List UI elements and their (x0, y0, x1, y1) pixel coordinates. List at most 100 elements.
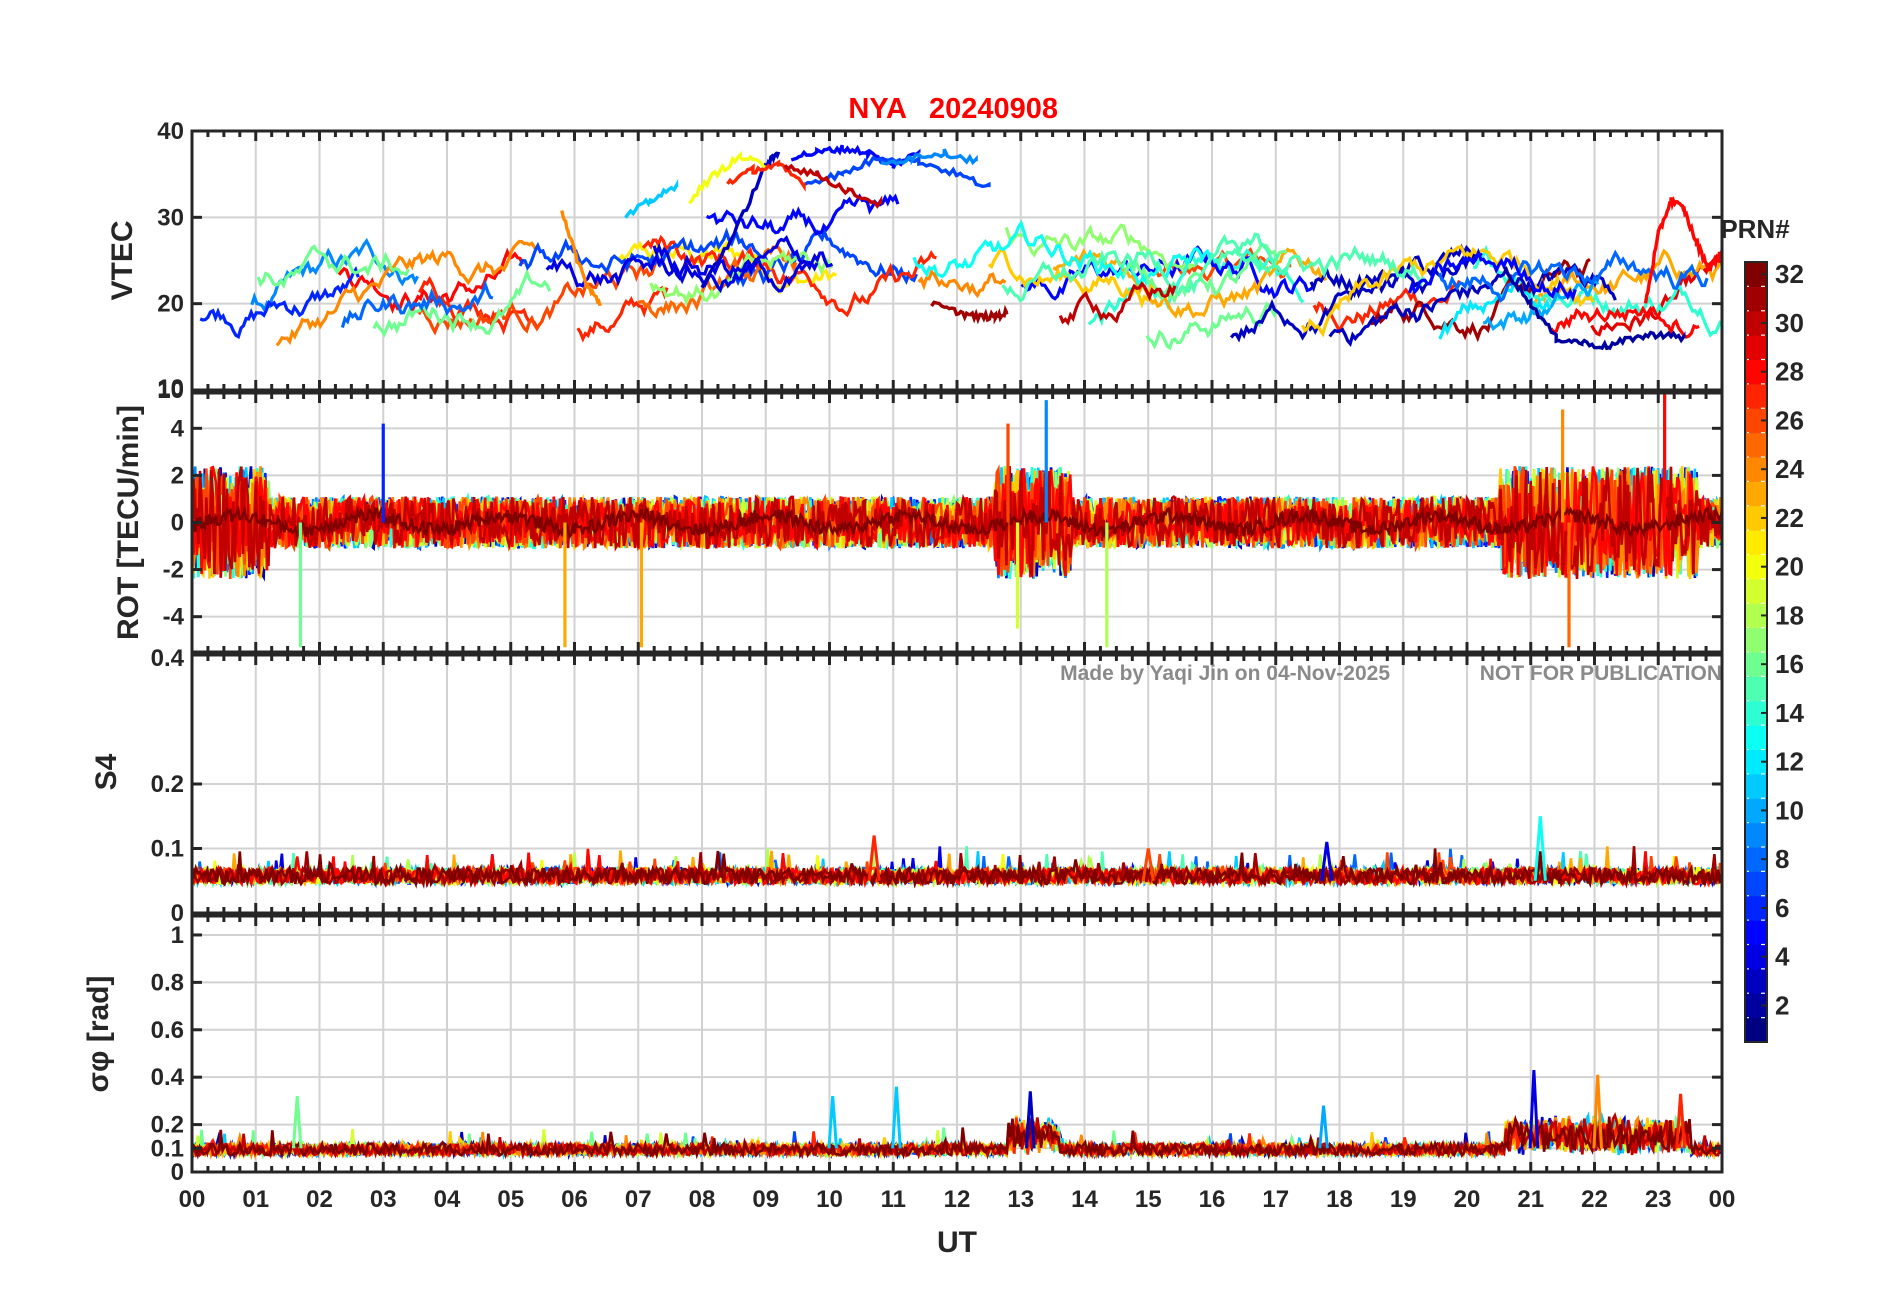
y-tick-label: 4 (171, 415, 185, 442)
vtec-trace (416, 259, 659, 336)
colorbar-swatch (1745, 432, 1767, 458)
x-tick-label: 11 (881, 1186, 906, 1213)
vtec-trace (340, 279, 494, 328)
sigma-peak (291, 1095, 303, 1149)
panel-vtec (192, 131, 1722, 390)
colorbar-swatch (1745, 871, 1767, 897)
colorbar-swatch (1745, 383, 1767, 409)
y-tick-label: 0.1 (151, 836, 184, 863)
colorbar-swatch (1745, 481, 1767, 507)
sigma-peak (1318, 1105, 1329, 1149)
colorbar-tick-label: 12 (1775, 747, 1804, 777)
colorbar-swatch (1745, 822, 1767, 848)
colorbar-tick-label: 26 (1775, 405, 1804, 435)
colorbar-tick-label: 4 (1775, 942, 1790, 972)
y-tick-label: 0.2 (151, 771, 184, 798)
x-tick-label: 17 (1262, 1186, 1289, 1213)
colorbar-label: PRN# (1720, 214, 1790, 244)
colorbar-swatch (1745, 652, 1767, 677)
colorbar-tick-label: 30 (1775, 308, 1804, 338)
panel-s4 (192, 655, 1722, 913)
vtec-trace (1058, 281, 1177, 326)
vtec-trace (1482, 277, 1600, 332)
x-tick-label: 02 (306, 1186, 333, 1213)
colorbar-swatch (1745, 968, 1767, 994)
vtec-trace (1004, 223, 1196, 273)
colorbar-swatch (1745, 408, 1767, 434)
x-tick-label: 00 (1709, 1186, 1736, 1213)
y-tick-label: -4 (163, 604, 185, 631)
y-axis-label-vtec: VTEC (106, 220, 139, 300)
y-tick-label: 0 (171, 510, 184, 537)
x-tick-label: 05 (497, 1186, 524, 1213)
colorbar-tick-label: 22 (1775, 503, 1804, 533)
x-tick-label: 20 (1454, 1186, 1481, 1213)
colorbar-tick-label: 20 (1775, 552, 1804, 582)
vtec-trace (652, 242, 834, 294)
x-tick-label: 23 (1645, 1186, 1672, 1213)
colorbar-swatch (1745, 920, 1767, 945)
colorbar-tick-label: 32 (1775, 259, 1804, 289)
vtec-trace (1437, 249, 1709, 304)
colorbar-tick-label: 24 (1775, 454, 1804, 484)
colorbar-swatch (1745, 1017, 1767, 1043)
y-tick-label: 0.1 (151, 1135, 184, 1162)
panel-sigma_phi (192, 916, 1722, 1172)
colorbar-tick-label: 6 (1775, 893, 1789, 923)
vtec-trace (1216, 232, 1425, 287)
colorbar-swatch (1745, 603, 1767, 629)
x-tick-label: 09 (752, 1186, 779, 1213)
s4-series-prn32 (192, 848, 1722, 889)
colorbar-swatch (1745, 847, 1767, 872)
colorbar-tick-label: 2 (1775, 990, 1789, 1020)
vtec-series-prn24 (560, 210, 602, 307)
series-s4 (192, 816, 1722, 889)
axes-sigma_phi: 00.10.2 0.4 0.6 0.8 1 σφ [rad] (82, 914, 1724, 1186)
x-tick-label: 01 (242, 1186, 269, 1213)
colorbar-tick-label: 18 (1775, 600, 1804, 630)
y-tick-label: 0 (171, 1159, 184, 1186)
colorbar-tick-label: 8 (1775, 844, 1789, 874)
vtec-trace (1312, 279, 1461, 335)
watermark-notice: NOT FOR PUBLICATION (1480, 662, 1722, 685)
colorbar-frame (1744, 261, 1768, 1043)
vtec-trace (1001, 233, 1280, 303)
x-tick-label: 08 (689, 1186, 716, 1213)
vtec-series-prn20 (688, 150, 768, 205)
vtec-trace (518, 227, 769, 275)
watermark-credit: Made by Yaqi Jin on 04-Nov-2025 (1060, 662, 1390, 685)
panel-rot (192, 393, 1722, 652)
chart-title: NYA 20240908 (848, 93, 1058, 125)
vtec-series-prn9 (880, 148, 978, 166)
x-tick-label: 10 (816, 1186, 843, 1213)
vtec-trace (1408, 247, 1577, 302)
colorbar-swatch (1745, 627, 1767, 653)
x-tick-label: 19 (1390, 1186, 1417, 1213)
x-tick-label: 13 (1007, 1186, 1034, 1213)
vtec-trace (917, 269, 1007, 299)
colorbar-swatch (1745, 554, 1767, 580)
x-tick-label: 07 (625, 1186, 652, 1213)
colorbar-swatch (1745, 993, 1767, 1019)
colorbar-tick-label: 28 (1775, 357, 1804, 387)
y-tick-label: 0.2 (151, 1112, 184, 1139)
colorbar-swatch (1745, 262, 1767, 287)
colorbar-swatch (1745, 676, 1767, 702)
colorbar-swatch (1745, 895, 1767, 921)
vtec-trace (1145, 301, 1279, 351)
sigma-peak (1675, 1093, 1686, 1149)
y-tick-label: 40 (157, 118, 184, 145)
y-tick-label: 20 (157, 291, 184, 318)
colorbar-swatch (1745, 335, 1767, 360)
vtec-trace (1052, 247, 1328, 319)
series-sigma_phi (192, 1070, 1722, 1161)
colorbar-swatch (1745, 749, 1767, 775)
colorbar-swatch (1745, 725, 1767, 750)
colorbar-swatch (1745, 578, 1767, 604)
colorbar-tick-label: 10 (1775, 795, 1804, 825)
x-tick-label: 16 (1199, 1186, 1226, 1213)
s4-peak (1320, 841, 1334, 881)
vtec-trace (1328, 262, 1617, 348)
